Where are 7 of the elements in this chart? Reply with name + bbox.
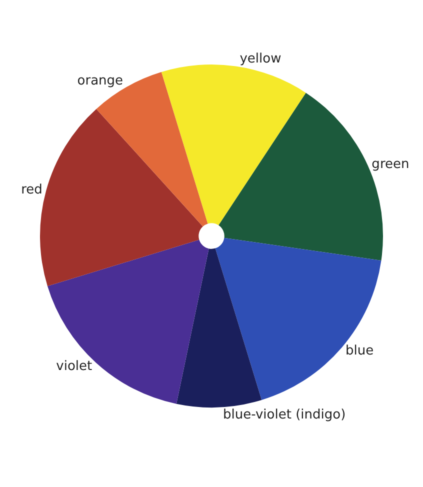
slice-label: blue: [345, 343, 374, 358]
slice-label: red: [21, 182, 42, 198]
slice-label: blue-violet (indigo): [223, 407, 346, 422]
slice-label: violet: [56, 359, 92, 374]
slice-label: yellow: [240, 51, 282, 66]
slice-label: green: [372, 156, 410, 172]
slice-label: orange: [77, 74, 124, 89]
